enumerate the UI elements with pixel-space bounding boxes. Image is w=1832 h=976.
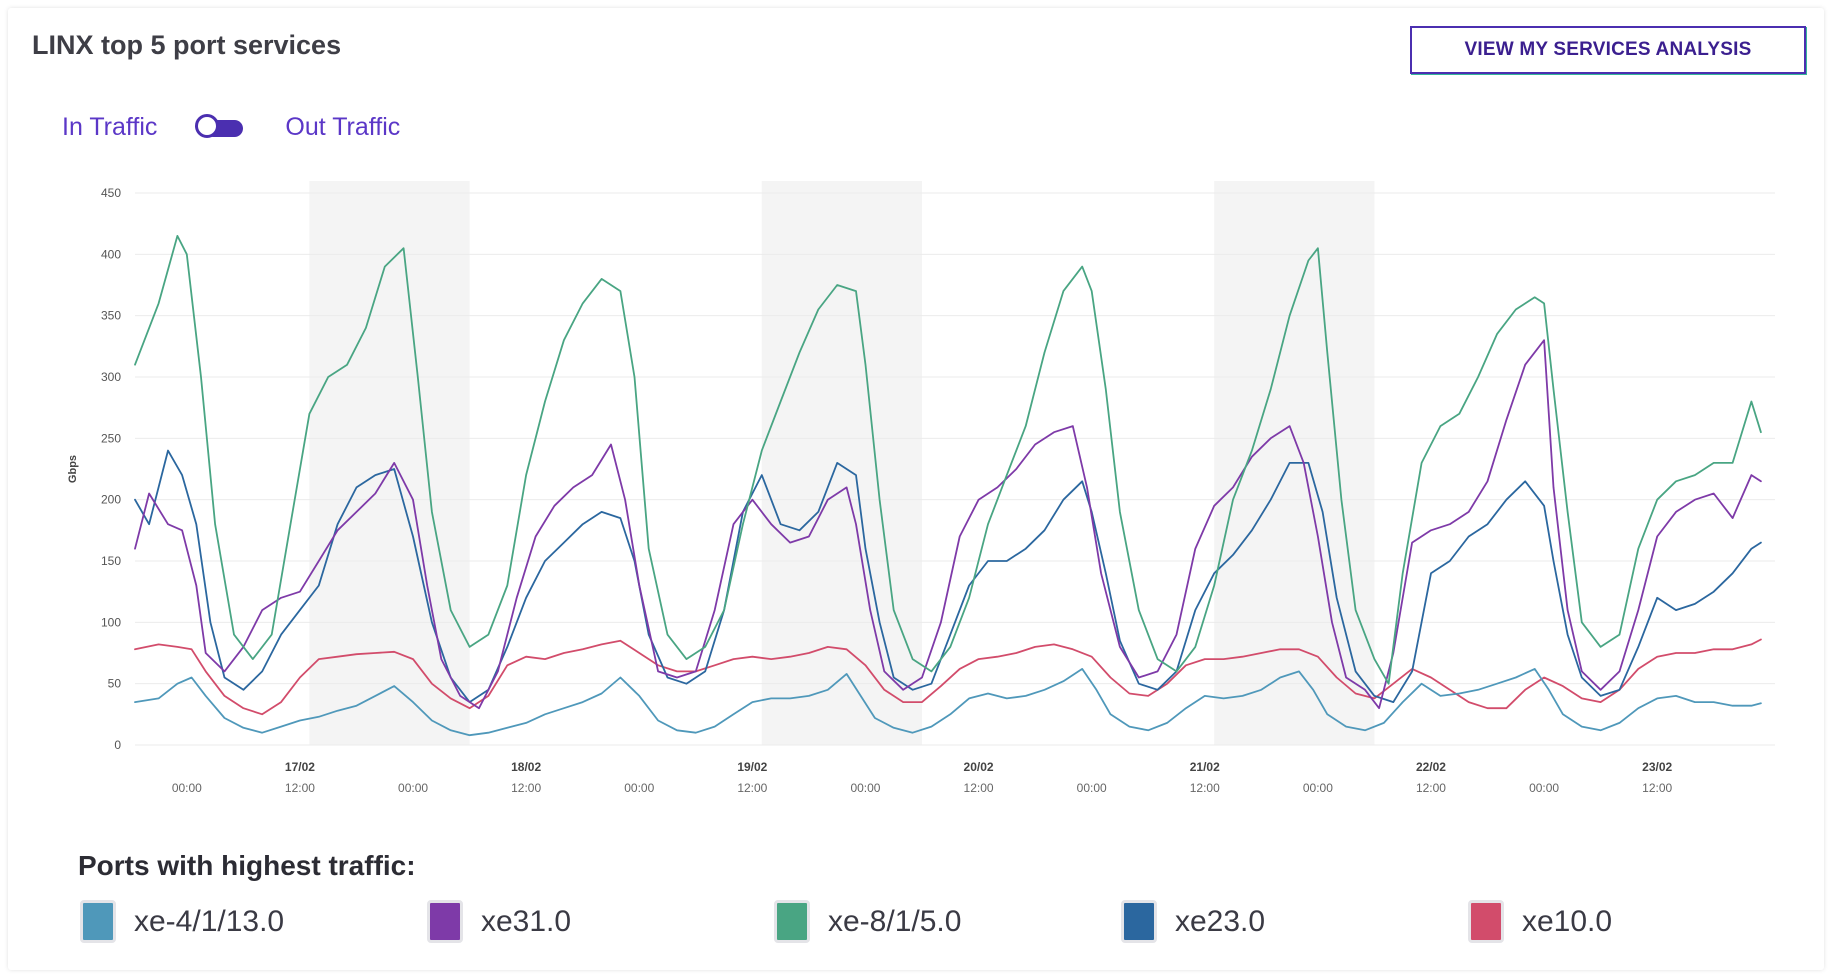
y-tick-label: 150 <box>101 554 121 568</box>
x-tick-date-label: 17/02 <box>285 760 315 774</box>
x-tick-date-label: 20/02 <box>964 760 994 774</box>
y-tick-label: 400 <box>101 247 121 261</box>
y-tick-label: 100 <box>101 615 121 629</box>
chart-title: LINX top 5 port services <box>32 30 342 60</box>
legend-item[interactable]: xe-8/1/5.0 <box>774 900 961 943</box>
x-tick-date-label: 21/02 <box>1190 760 1220 774</box>
x-tick-time-label: 00:00 <box>850 781 880 795</box>
legend-label: xe23.0 <box>1175 904 1266 938</box>
series-line-xe31-0 <box>134 339 1762 710</box>
toggle-knob[interactable] <box>195 113 220 138</box>
x-tick-date-label: 23/02 <box>1642 760 1672 774</box>
legend-item[interactable]: xe23.0 <box>1121 900 1265 943</box>
x-tick-time-label: 00:00 <box>1529 781 1559 795</box>
x-tick-time-label: 00:00 <box>624 781 654 795</box>
x-tick-time-label: 00:00 <box>398 781 428 795</box>
x-tick-time-label: 12:00 <box>964 781 994 795</box>
legend: xe-4/1/13.0 xe31.0 xe-8/1/5.0 xe23.0 xe10.0 <box>80 900 1640 950</box>
traffic-line-chart: 0 50 100 150 200 250 300 350 400 450 Gbps 00:00 17/0… <box>67 181 1775 795</box>
y-axis-label: Gbps <box>67 455 79 483</box>
series-line-xe23-0 <box>134 449 1762 703</box>
out-traffic-label[interactable]: Out Traffic <box>285 113 401 141</box>
y-tick-label: 200 <box>101 493 121 507</box>
legend-swatch <box>80 900 116 943</box>
legend-swatch <box>774 900 810 943</box>
x-tick-time-label: 12:00 <box>1416 781 1446 795</box>
x-tick-time-label: 12:00 <box>1642 781 1672 795</box>
legend-swatch <box>1121 900 1157 943</box>
legend-label: xe10.0 <box>1522 904 1613 938</box>
shaded-day-band <box>761 181 923 745</box>
x-tick-time-label: 12:00 <box>1190 781 1220 795</box>
legend-item[interactable]: xe31.0 <box>427 900 571 943</box>
y-tick-label: 50 <box>108 677 122 691</box>
x-tick-time-label: 00:00 <box>1303 781 1333 795</box>
x-tick-date-label: 18/02 <box>511 760 541 774</box>
series-line-xe-4-1-13-0 <box>134 668 1762 737</box>
x-tick-date-label: 19/02 <box>737 760 767 774</box>
legend-swatch <box>427 900 463 943</box>
series-line-xe-8-1-5-0 <box>134 235 1762 685</box>
x-tick-time-label: 12:00 <box>737 781 767 795</box>
legend-label: xe31.0 <box>481 904 572 938</box>
x-tick-date-label: 22/02 <box>1416 760 1446 774</box>
y-tick-label: 250 <box>101 431 121 445</box>
x-tick-time-label: 00:00 <box>172 781 202 795</box>
legend-item[interactable]: xe-4/1/13.0 <box>80 900 284 943</box>
legend-label: xe-8/1/5.0 <box>828 904 962 938</box>
in-traffic-label[interactable]: In Traffic <box>62 113 158 141</box>
legend-item[interactable]: xe10.0 <box>1468 900 1612 943</box>
shaded-day-band <box>309 181 470 745</box>
legend-swatch <box>1468 900 1504 943</box>
traffic-direction-toggle[interactable] <box>195 113 244 140</box>
y-tick-label: 350 <box>101 309 121 323</box>
y-tick-label: 450 <box>101 186 121 200</box>
x-tick-time-label: 12:00 <box>511 781 541 795</box>
legend-label: xe-4/1/13.0 <box>134 904 285 938</box>
series-line-xe10-0 <box>134 638 1762 716</box>
view-services-analysis-button[interactable]: VIEW MY SERVICES ANALYSIS <box>1410 26 1806 74</box>
traffic-toggle-row: In Traffic Out Traffic <box>62 113 400 142</box>
y-tick-label: 300 <box>101 370 121 384</box>
x-tick-time-label: 00:00 <box>1077 781 1107 795</box>
y-tick-label: 0 <box>114 738 121 752</box>
legend-title: Ports with highest traffic: <box>78 850 416 881</box>
x-tick-time-label: 12:00 <box>285 781 315 795</box>
